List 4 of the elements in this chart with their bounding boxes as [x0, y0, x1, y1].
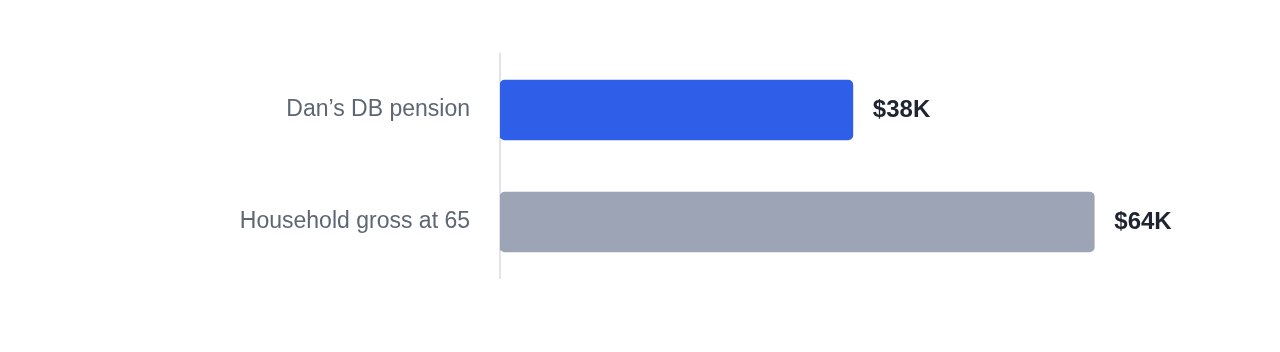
data-label: $38K	[872, 94, 931, 122]
data-label: $64K	[1114, 206, 1173, 234]
y-tick-label: Dan’s DB pension	[286, 95, 470, 122]
y-tick-label: Household gross at 65	[239, 207, 470, 234]
